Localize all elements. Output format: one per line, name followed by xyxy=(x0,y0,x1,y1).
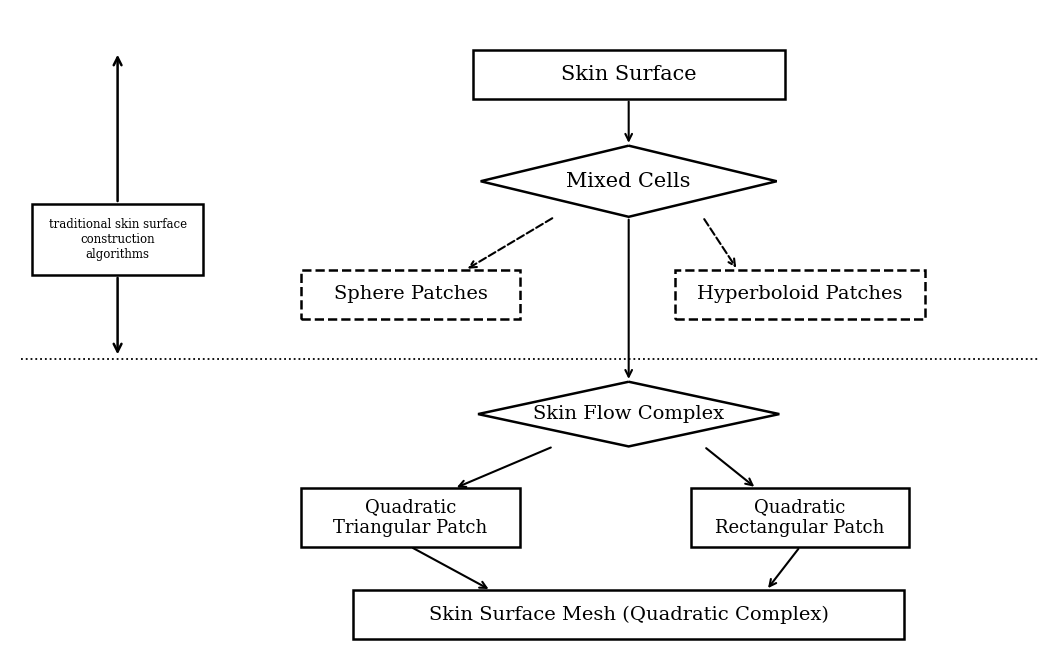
FancyBboxPatch shape xyxy=(473,50,784,99)
FancyBboxPatch shape xyxy=(675,270,924,319)
FancyBboxPatch shape xyxy=(353,590,904,639)
FancyBboxPatch shape xyxy=(691,488,909,546)
Text: Mixed Cells: Mixed Cells xyxy=(566,172,691,191)
Text: Quadratic
Triangular Patch: Quadratic Triangular Patch xyxy=(334,498,488,537)
Text: Skin Flow Complex: Skin Flow Complex xyxy=(533,405,724,423)
Text: Quadratic
Rectangular Patch: Quadratic Rectangular Patch xyxy=(716,498,885,537)
Text: traditional skin surface
construction
algorithms: traditional skin surface construction al… xyxy=(49,218,187,261)
FancyBboxPatch shape xyxy=(301,488,519,546)
Text: Skin Surface Mesh (Quadratic Complex): Skin Surface Mesh (Quadratic Complex) xyxy=(428,605,829,624)
Text: Sphere Patches: Sphere Patches xyxy=(334,285,488,304)
FancyBboxPatch shape xyxy=(301,270,519,319)
Text: Hyperboloid Patches: Hyperboloid Patches xyxy=(697,285,903,304)
FancyBboxPatch shape xyxy=(32,204,204,275)
Text: Skin Surface: Skin Surface xyxy=(561,65,696,84)
